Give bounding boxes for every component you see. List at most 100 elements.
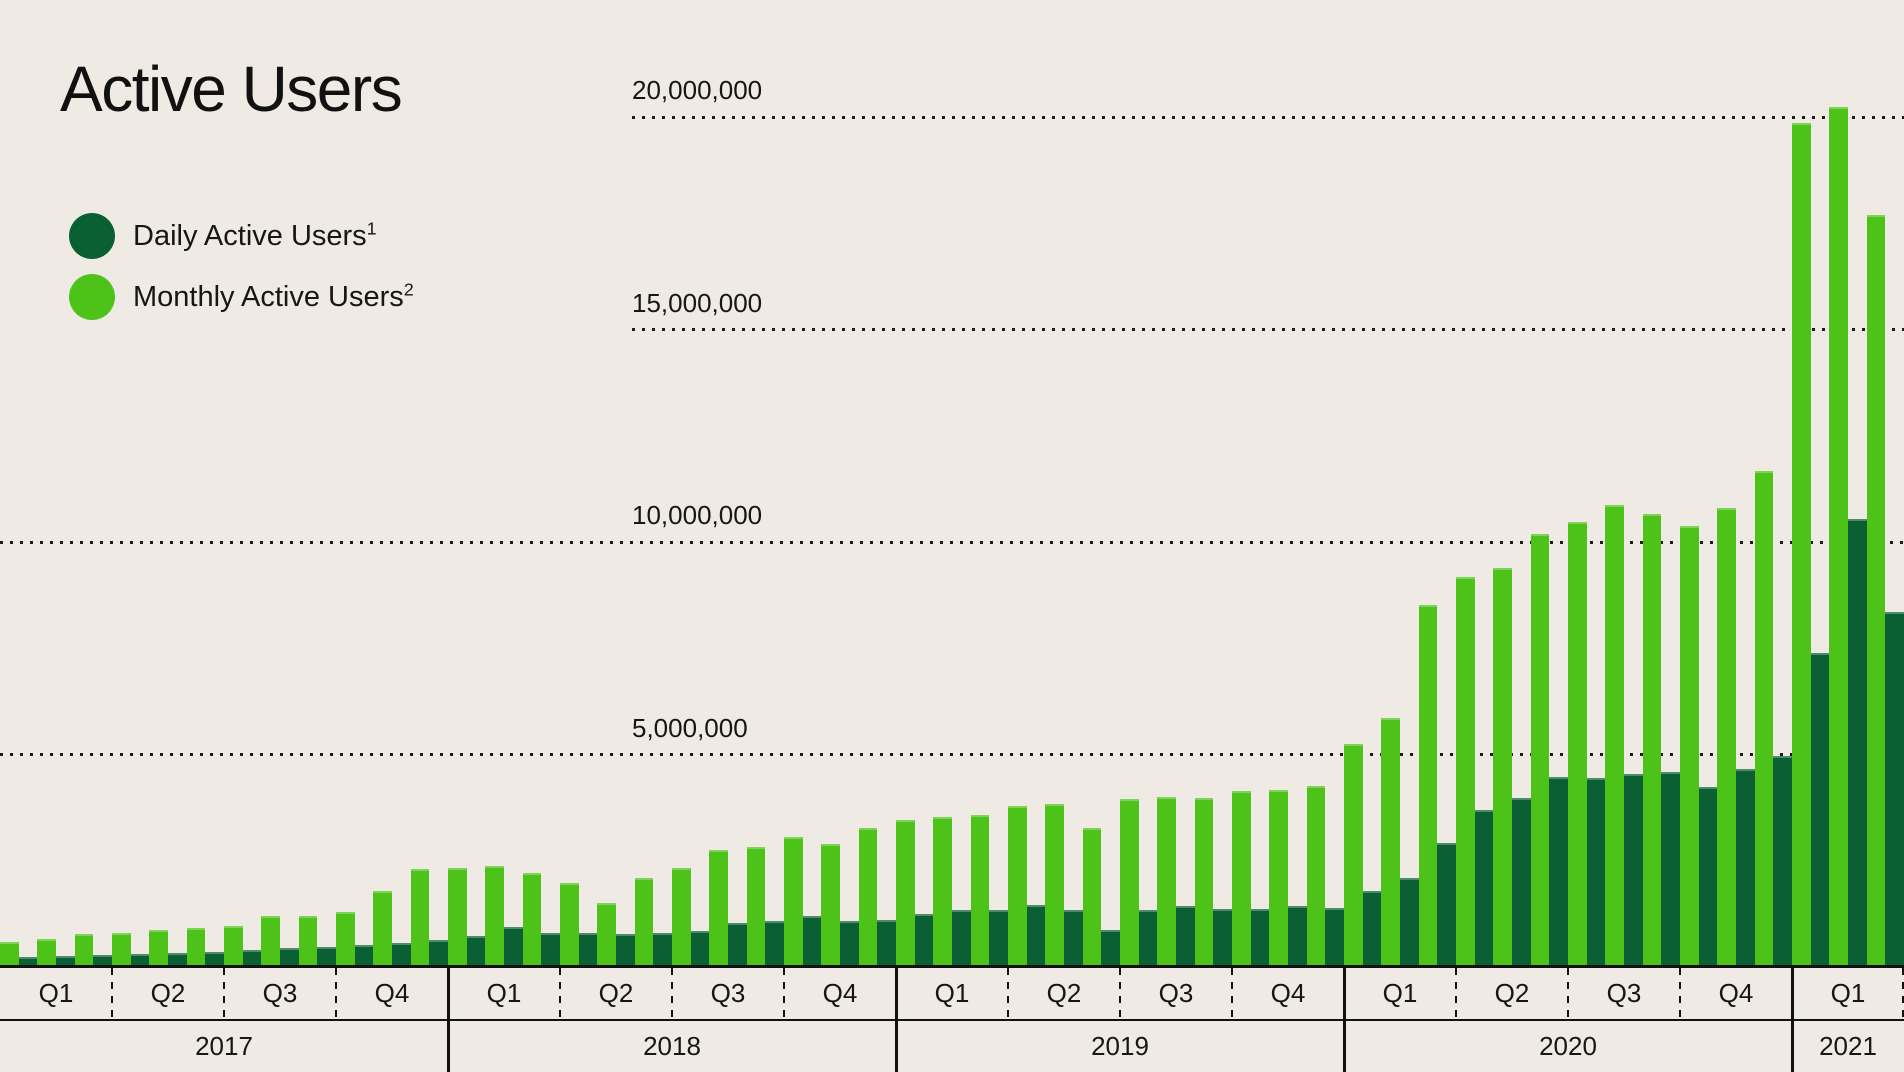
dau-bar (1810, 652, 1830, 967)
dau-bar (1064, 909, 1083, 967)
quarter-label-2019-q2: Q2 (1046, 978, 1082, 1008)
dau-bar (1250, 908, 1270, 967)
dau-bar (653, 932, 672, 967)
mau-bar (1866, 214, 1886, 967)
dau-bar (130, 953, 150, 967)
dau-bar (1549, 777, 1568, 967)
dau-bar (504, 927, 523, 967)
dau-bar (840, 921, 859, 967)
mau-bar (1194, 798, 1214, 967)
mau-bar (522, 872, 542, 967)
mau-bar (1157, 797, 1176, 967)
year-label-2019: 2019 (1091, 1031, 1149, 1061)
quarter-separator (1455, 968, 1457, 1019)
dau-bar (1698, 786, 1718, 967)
quarter-separator (1567, 968, 1569, 1019)
dau-bar (1362, 891, 1382, 967)
dau-bar (1736, 768, 1755, 967)
x-axis-line (0, 965, 1904, 968)
dau-bar (280, 947, 299, 967)
mau-bar (224, 926, 243, 967)
quarter-separator (1231, 968, 1233, 1019)
mau-bar (298, 915, 318, 967)
gridline-15m (632, 328, 1904, 331)
mau-bar (261, 916, 280, 967)
mau-bar (672, 868, 691, 967)
mau-bar (1344, 744, 1363, 967)
dau-bar (802, 916, 822, 967)
dau-bar (1213, 908, 1232, 967)
year-separator (894, 965, 898, 1072)
mau-bar (448, 867, 467, 967)
quarter-separator (1007, 968, 1009, 1019)
dau-bar (1288, 906, 1307, 967)
mau-bar (746, 847, 766, 967)
quarter-label-2020-q1: Q1 (1382, 978, 1418, 1008)
legend-item-mau: Monthly Active Users2 (69, 274, 414, 320)
quarter-separator (1119, 968, 1121, 1019)
mau-bar (1306, 785, 1326, 967)
quarter-label-2020-q4: Q4 (1718, 978, 1754, 1008)
y-tick-label: 20,000,000 (632, 75, 763, 105)
mau-bar (896, 819, 915, 967)
dau-bar (578, 932, 598, 967)
chart-legend: Daily Active Users1 Monthly Active Users… (69, 213, 414, 335)
quarter-label-2020-q3: Q3 (1606, 978, 1642, 1008)
mau-bar (1568, 521, 1587, 967)
mau-bar (970, 814, 990, 967)
quarter-label-2019-q1: Q1 (934, 978, 970, 1008)
quarter-separator (1679, 968, 1681, 1019)
mau-bar (1717, 507, 1736, 967)
quarter-separator (559, 968, 561, 1019)
mau-swatch-icon (69, 274, 115, 320)
mau-bar (37, 938, 56, 967)
mau-bar (112, 932, 131, 967)
dau-bar (18, 956, 38, 967)
mau-bar (1792, 122, 1811, 967)
mau-bar (1008, 805, 1027, 967)
quarter-label-2018-q1: Q1 (486, 978, 522, 1008)
year-label-2020: 2020 (1539, 1031, 1597, 1061)
dau-bar (541, 932, 560, 967)
quarter-label-2020-q2: Q2 (1494, 978, 1530, 1008)
mau-footnote-marker: 2 (403, 278, 414, 299)
mau-bar (560, 883, 579, 967)
dau-bar (354, 944, 374, 967)
quarter-label-2019-q3: Q3 (1158, 978, 1194, 1008)
quarter-separator (1902, 968, 1904, 1019)
dau-bar (1848, 518, 1867, 967)
dau-bar (1400, 877, 1419, 967)
legend-item-dau: Daily Active Users1 (69, 213, 414, 259)
quarter-label-2017-q4: Q4 (374, 978, 410, 1008)
mau-bar (821, 844, 840, 967)
dau-bar (1586, 777, 1606, 967)
mau-bar (149, 929, 168, 967)
gridline-20m (632, 115, 1904, 119)
x-axis-midline (0, 1019, 1904, 1021)
dau-bar (56, 955, 75, 967)
dau-bar (168, 952, 187, 967)
dau-bar (952, 910, 971, 967)
quarter-separator (671, 968, 673, 1019)
mau-bar (1754, 471, 1774, 967)
mau-bar (858, 828, 878, 967)
legend-label-mau: Monthly Active Users2 (133, 278, 414, 313)
dau-bar (914, 913, 934, 967)
quarter-label-2018-q2: Q2 (598, 978, 634, 1008)
dau-bar (1101, 929, 1120, 967)
mau-bar (373, 890, 392, 967)
mau-bar (1269, 789, 1288, 967)
year-separator (1342, 965, 1346, 1072)
quarter-label-2017-q2: Q2 (150, 978, 186, 1008)
quarter-label-2017-q3: Q3 (262, 978, 298, 1008)
mau-bar (485, 865, 504, 967)
y-tick-label: 15,000,000 (632, 287, 763, 318)
mau-bar (1232, 790, 1251, 967)
quarter-label-2021-q1: Q1 (1830, 978, 1866, 1008)
mau-bar (336, 912, 355, 967)
quarter-separator (223, 968, 225, 1019)
mau-bar (933, 816, 952, 967)
dau-bar (1325, 907, 1344, 967)
dau-swatch-icon (69, 213, 115, 259)
